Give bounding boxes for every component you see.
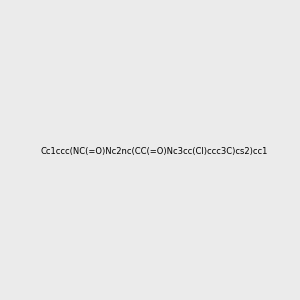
Text: Cc1ccc(NC(=O)Nc2nc(CC(=O)Nc3cc(Cl)ccc3C)cs2)cc1: Cc1ccc(NC(=O)Nc2nc(CC(=O)Nc3cc(Cl)ccc3C)… (40, 147, 267, 156)
